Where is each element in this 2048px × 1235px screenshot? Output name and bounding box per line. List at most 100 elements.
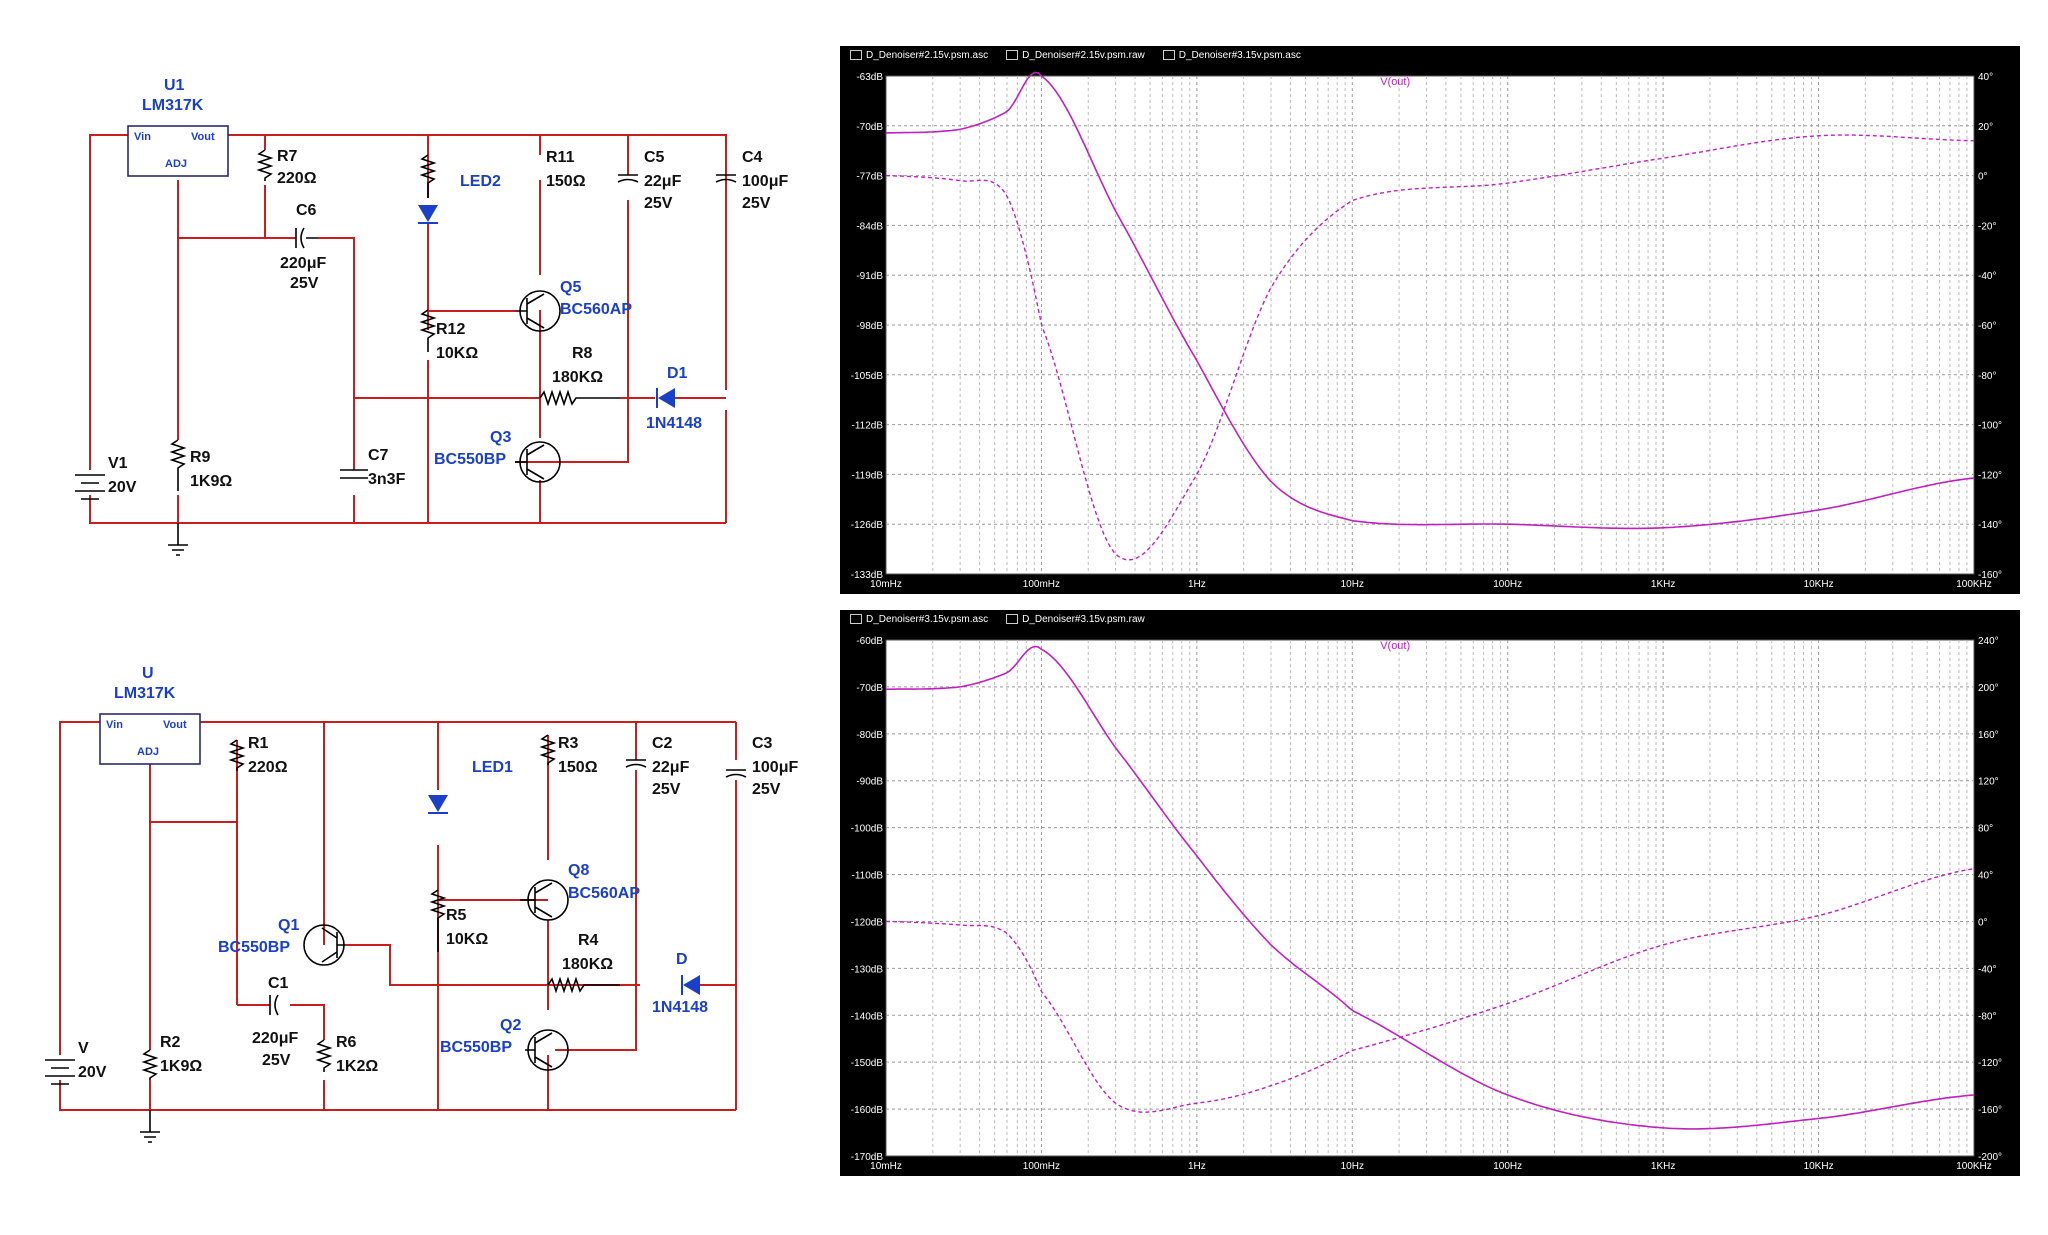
c7-ref: C7 xyxy=(368,447,389,464)
phase-trace xyxy=(886,868,1975,1113)
c2-voltage: 25V xyxy=(652,781,681,798)
r8-value: 180KΩ xyxy=(552,369,603,386)
r2-ref: R2 xyxy=(160,1034,181,1051)
q5-part: BC560AP xyxy=(560,301,632,318)
y-left-tick-label: -120dB xyxy=(851,917,884,928)
r3-value: 150Ω xyxy=(558,759,598,776)
x-tick-label: 100Hz xyxy=(1493,1161,1522,1172)
plot-tab[interactable]: D_Denoiser#2.15v.psm.asc xyxy=(850,50,988,61)
y-right-tick-label: -80° xyxy=(1978,371,1996,382)
q3-ref: Q3 xyxy=(490,429,511,446)
y-left-tick-label: -150dB xyxy=(851,1058,884,1069)
u-part: LM317K xyxy=(114,685,176,702)
x-tick-label: 100KHz xyxy=(1956,579,1992,590)
c4-value: 100μF xyxy=(742,173,788,190)
r9-value: 1K9Ω xyxy=(190,473,232,490)
y-left-tick-label: -126dB xyxy=(851,520,884,531)
magnitude-trace xyxy=(885,71,1975,530)
bode-plot-bottom: D_Denoiser#3.15v.psm.asc D_Denoiser#3.15… xyxy=(840,610,2020,1176)
u-ref: U xyxy=(142,665,154,682)
y-right-tick-label: -140° xyxy=(1978,520,2002,531)
bode-plot-top: D_Denoiser#2.15v.psm.asc D_Denoiser#2.15… xyxy=(840,46,2020,594)
plot-area xyxy=(885,639,1975,1157)
y-left-tick-label: -105dB xyxy=(851,371,884,382)
u-adj: ADJ xyxy=(137,746,159,758)
plot-tabs-bottom: D_Denoiser#3.15v.psm.asc D_Denoiser#3.15… xyxy=(840,610,2020,628)
r2-value: 1K9Ω xyxy=(160,1058,202,1075)
plot-tab[interactable]: D_Denoiser#2.15v.psm.raw xyxy=(1006,50,1145,61)
r6-ref: R6 xyxy=(336,1034,357,1051)
c1-voltage: 25V xyxy=(262,1052,291,1069)
y-left-tick-label: -90dB xyxy=(856,777,883,788)
y-right-tick-label: 40° xyxy=(1978,72,1993,83)
x-tick-label: 10mHz xyxy=(870,579,902,590)
q3-part: BC550BP xyxy=(434,451,506,468)
c5-voltage: 25V xyxy=(644,195,673,212)
r7-value: 220Ω xyxy=(277,170,317,187)
wires-top xyxy=(89,134,727,524)
r1-ref: R1 xyxy=(248,735,269,752)
x-tick-label: 10KHz xyxy=(1804,1161,1834,1172)
plot-tab[interactable]: D_Denoiser#3.15v.psm.raw xyxy=(1006,614,1145,625)
x-tick-label: 1Hz xyxy=(1188,1161,1206,1172)
y-right-tick-label: -40° xyxy=(1978,271,1996,282)
plot-canvas-top[interactable]: -63dB -70dB -77dB -84dB -91dB -98dB -105dB -112… xyxy=(840,64,2020,594)
y-left-tick-label: -133dB xyxy=(851,570,884,581)
q2-ref: Q2 xyxy=(500,1017,521,1034)
led2-ref: LED2 xyxy=(460,173,501,190)
x-tick-label: 10Hz xyxy=(1341,1161,1364,1172)
led1-ref: LED1 xyxy=(472,759,513,776)
components-top xyxy=(75,125,737,556)
plot-canvas-bottom[interactable]: -60dB -70dB -80dB -90dB -100dB -110dB -120dB -1… xyxy=(840,628,2020,1176)
u1-vin: Vin xyxy=(134,131,151,143)
y-left-tick-label: -130dB xyxy=(851,964,884,975)
y-left-tick-label: -70dB xyxy=(856,122,883,133)
r7-ref: R7 xyxy=(277,148,298,165)
x-tick-label: 10Hz xyxy=(1341,579,1364,590)
c3-ref: C3 xyxy=(752,735,773,752)
plot-tab[interactable]: D_Denoiser#3.15v.psm.asc xyxy=(850,614,988,625)
x-tick-label: 1KHz xyxy=(1651,579,1675,590)
x-tick-label: 100mHz xyxy=(1023,579,1060,590)
x-tick-label: 1Hz xyxy=(1188,579,1206,590)
components-bottom xyxy=(45,713,747,1143)
diodes-bottom xyxy=(428,795,700,995)
plot-tab[interactable]: D_Denoiser#3.15v.psm.asc xyxy=(1162,50,1301,61)
d-ref: D xyxy=(676,951,688,968)
y-right-tick-label: -120° xyxy=(1978,470,2002,481)
q2-part: BC550BP xyxy=(440,1039,512,1056)
c6-voltage: 25V xyxy=(290,275,319,292)
waveform-file-icon xyxy=(1006,614,1019,624)
d1-part: 1N4148 xyxy=(646,415,702,432)
y-left-tick-label: -84dB xyxy=(856,221,883,232)
y-left-tick-label: -60dB xyxy=(856,636,883,647)
q1-ref: Q1 xyxy=(278,917,299,934)
y-right-tick-label: 80° xyxy=(1978,824,1993,835)
y-right-tick-label: -160° xyxy=(1978,1105,2002,1116)
trace-label: V(out) xyxy=(1380,640,1410,652)
y-right-tick-label: -80° xyxy=(1978,1011,1996,1022)
y-left-tick-label: -170dB xyxy=(851,1152,884,1163)
c4-voltage: 25V xyxy=(742,195,771,212)
v1-value: 20V xyxy=(108,479,137,496)
y-right-tick-label: -40° xyxy=(1978,964,1996,975)
x-tick-label: 10KHz xyxy=(1804,579,1834,590)
y-right-tick-label: 120° xyxy=(1978,777,1999,788)
y-right-tick-label: -200° xyxy=(1978,1152,2002,1163)
r8-ref: R8 xyxy=(572,345,593,362)
r11-ref: R11 xyxy=(546,149,575,166)
y-left-tick-label: -112dB xyxy=(851,421,883,432)
plot-tabs-top: D_Denoiser#2.15v.psm.asc D_Denoiser#2.15… xyxy=(840,46,2020,64)
u-vout: Vout xyxy=(163,719,187,731)
y-right-tick-label: 20° xyxy=(1978,122,1993,133)
r11-value: 150Ω xyxy=(546,173,586,190)
r3-ref: R3 xyxy=(558,735,579,752)
waveform-file-icon xyxy=(1006,50,1019,60)
c4-ref: C4 xyxy=(742,149,763,166)
u-vin: Vin xyxy=(106,719,123,731)
y-left-tick-label: -63dB xyxy=(856,72,883,83)
q8-part: BC560AP xyxy=(568,885,640,902)
q1-part: BC550BP xyxy=(218,939,290,956)
v-ref: V xyxy=(78,1040,89,1057)
c3-voltage: 25V xyxy=(752,781,781,798)
